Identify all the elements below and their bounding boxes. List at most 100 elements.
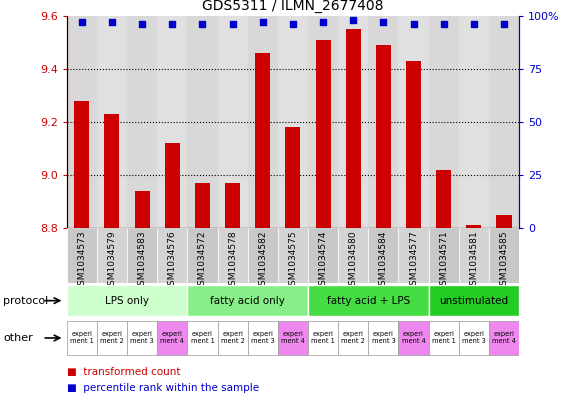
- Bar: [225, 183, 240, 228]
- Text: GSM1034578: GSM1034578: [228, 231, 237, 291]
- Text: ■  percentile rank within the sample: ■ percentile rank within the sample: [67, 383, 259, 393]
- Bar: [278, 228, 308, 283]
- Bar: [67, 285, 187, 316]
- Text: GSM1034583: GSM1034583: [137, 231, 147, 291]
- Bar: [316, 40, 331, 228]
- Point: [499, 21, 509, 28]
- Text: experi
ment 4: experi ment 4: [492, 331, 516, 345]
- Bar: [248, 228, 278, 283]
- Bar: [429, 321, 459, 355]
- Bar: [489, 228, 519, 283]
- Text: GSM1034571: GSM1034571: [439, 231, 448, 291]
- Bar: [187, 16, 218, 228]
- Bar: [278, 321, 308, 355]
- Bar: [496, 215, 512, 228]
- Bar: [429, 16, 459, 228]
- Text: ■  transformed count: ■ transformed count: [67, 367, 180, 377]
- Bar: [406, 61, 421, 228]
- Bar: [308, 228, 338, 283]
- Text: experi
ment 1: experi ment 1: [311, 331, 335, 345]
- Text: unstimulated: unstimulated: [439, 296, 509, 306]
- Text: experi
ment 4: experi ment 4: [281, 331, 305, 345]
- Bar: [459, 228, 489, 283]
- Bar: [346, 29, 361, 228]
- Text: experi
ment 4: experi ment 4: [401, 331, 426, 345]
- Text: GSM1034574: GSM1034574: [318, 231, 328, 291]
- Bar: [398, 321, 429, 355]
- Point: [409, 21, 418, 28]
- Bar: [157, 228, 187, 283]
- Text: experi
ment 3: experi ment 3: [130, 331, 154, 345]
- Bar: [489, 321, 519, 355]
- Text: experi
ment 3: experi ment 3: [251, 331, 274, 345]
- Bar: [429, 285, 519, 316]
- Point: [469, 21, 478, 28]
- Bar: [187, 321, 218, 355]
- Text: GSM1034585: GSM1034585: [499, 231, 509, 291]
- Bar: [218, 228, 248, 283]
- Text: GSM1034576: GSM1034576: [168, 231, 177, 291]
- Text: GSM1034573: GSM1034573: [77, 231, 86, 291]
- Text: fatty acid + LPS: fatty acid + LPS: [327, 296, 410, 306]
- Bar: [338, 228, 368, 283]
- Text: GSM1034579: GSM1034579: [107, 231, 117, 291]
- Bar: [368, 321, 398, 355]
- Text: protocol: protocol: [3, 296, 48, 306]
- Text: GSM1034577: GSM1034577: [409, 231, 418, 291]
- Text: GSM1034575: GSM1034575: [288, 231, 298, 291]
- Text: LPS only: LPS only: [105, 296, 149, 306]
- Bar: [459, 321, 489, 355]
- Point: [288, 21, 298, 28]
- Bar: [376, 45, 391, 228]
- Text: experi
ment 4: experi ment 4: [160, 331, 184, 345]
- Bar: [308, 16, 338, 228]
- Point: [439, 21, 448, 28]
- Text: GSM1034582: GSM1034582: [258, 231, 267, 291]
- Text: experi
ment 2: experi ment 2: [100, 331, 124, 345]
- Bar: [187, 285, 308, 316]
- Bar: [67, 321, 97, 355]
- Bar: [97, 16, 127, 228]
- Bar: [218, 16, 248, 228]
- Bar: [127, 16, 157, 228]
- Bar: [338, 16, 368, 228]
- Point: [258, 19, 267, 25]
- Bar: [308, 285, 429, 316]
- Bar: [157, 321, 187, 355]
- Text: GSM1034580: GSM1034580: [349, 231, 358, 291]
- Bar: [429, 228, 459, 283]
- Text: experi
ment 3: experi ment 3: [372, 331, 395, 345]
- Bar: [67, 228, 97, 283]
- Point: [77, 19, 86, 25]
- Bar: [278, 16, 308, 228]
- Bar: [104, 114, 119, 228]
- Text: other: other: [3, 333, 32, 343]
- Point: [107, 19, 117, 25]
- Text: GSM1034572: GSM1034572: [198, 231, 207, 291]
- Bar: [248, 321, 278, 355]
- Bar: [218, 321, 248, 355]
- Bar: [165, 143, 180, 228]
- Bar: [127, 321, 157, 355]
- Bar: [368, 16, 398, 228]
- Text: GSM1034584: GSM1034584: [379, 231, 388, 291]
- Text: experi
ment 2: experi ment 2: [341, 331, 365, 345]
- Text: fatty acid only: fatty acid only: [210, 296, 285, 306]
- Bar: [285, 127, 300, 228]
- Bar: [135, 191, 150, 228]
- Point: [137, 21, 147, 28]
- Point: [198, 21, 207, 28]
- Text: experi
ment 1: experi ment 1: [191, 331, 214, 345]
- Bar: [459, 16, 489, 228]
- Bar: [255, 53, 270, 228]
- Point: [168, 21, 177, 28]
- Point: [379, 19, 388, 25]
- Text: experi
ment 1: experi ment 1: [432, 331, 455, 345]
- Point: [349, 17, 358, 23]
- Bar: [127, 228, 157, 283]
- Bar: [187, 228, 218, 283]
- Bar: [308, 321, 338, 355]
- Bar: [74, 101, 89, 228]
- Bar: [466, 225, 481, 228]
- Point: [318, 19, 328, 25]
